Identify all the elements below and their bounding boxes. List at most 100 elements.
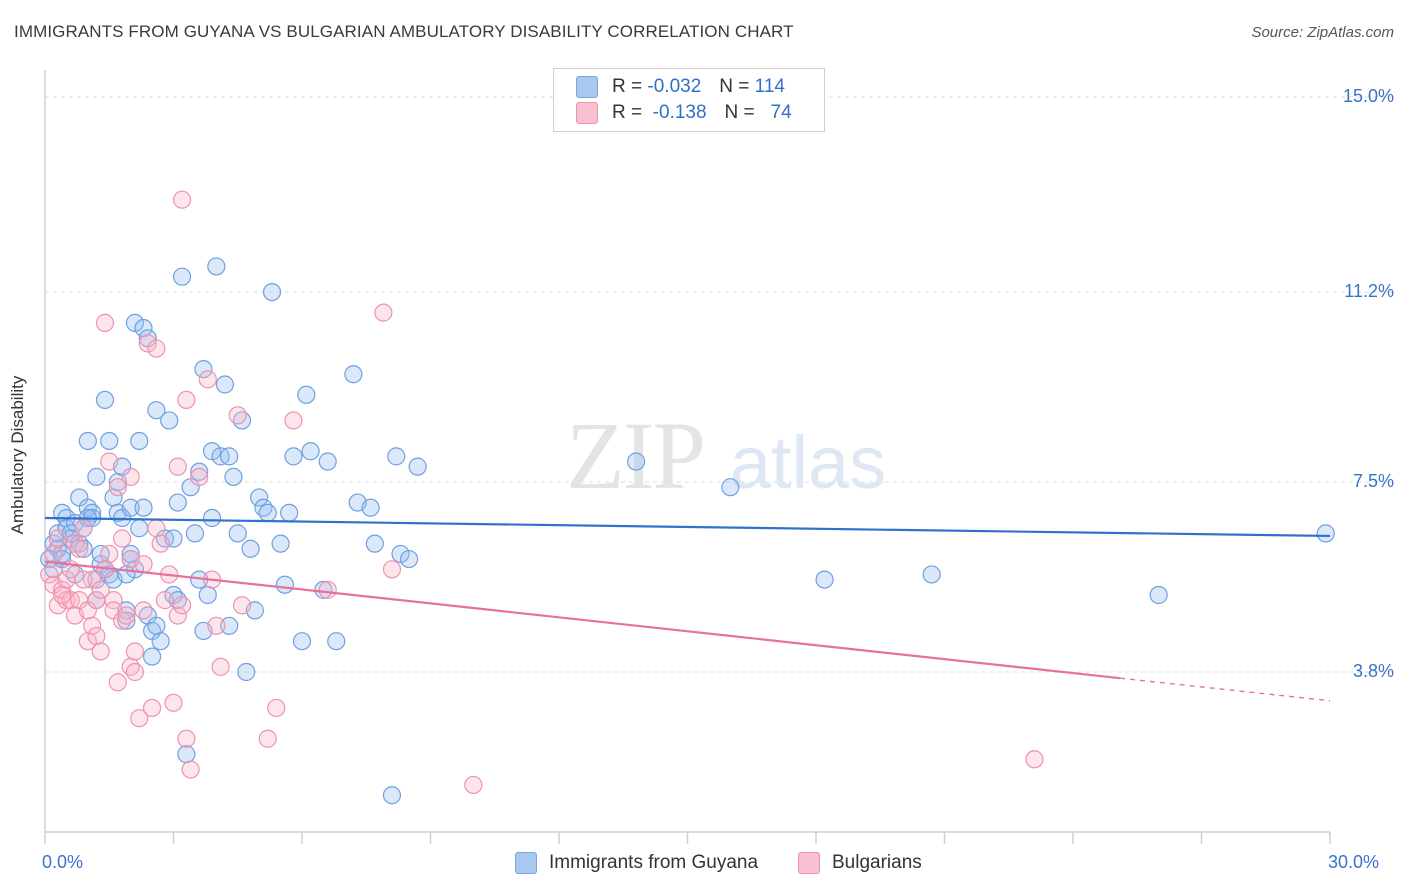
point-guyana xyxy=(125,313,145,332)
point-bulgarians xyxy=(198,370,217,389)
point-bulgarians xyxy=(108,478,127,497)
point-bulgarians xyxy=(151,534,170,553)
y-tick-label: 15.0% xyxy=(1342,86,1394,106)
point-bulgarians xyxy=(95,313,115,332)
point-bulgarians xyxy=(147,519,166,538)
point-guyana xyxy=(327,632,346,651)
legend-r-label: R = xyxy=(612,76,643,97)
point-bulgarians xyxy=(108,673,127,692)
point-guyana xyxy=(202,508,222,528)
y-tick-label: 3.8% xyxy=(1352,661,1394,681)
point-guyana xyxy=(117,611,136,630)
point-guyana xyxy=(215,375,234,394)
point-guyana xyxy=(168,493,187,512)
point-bulgarians xyxy=(228,406,247,425)
axes xyxy=(44,70,1331,844)
point-guyana xyxy=(241,539,260,558)
x-tick-label: 0.0% xyxy=(42,852,84,872)
point-guyana xyxy=(130,431,149,451)
point-guyana xyxy=(292,632,312,651)
data-points xyxy=(40,190,1335,805)
point-bulgarians xyxy=(100,544,119,564)
point-guyana xyxy=(207,257,226,276)
x-tick-label: 30.0% xyxy=(1328,852,1380,872)
point-bulgarians xyxy=(190,467,209,487)
point-bulgarians xyxy=(112,529,132,548)
point-guyana xyxy=(198,585,217,605)
point-guyana xyxy=(408,457,427,476)
point-bulgarians xyxy=(53,585,72,605)
point-guyana xyxy=(177,745,196,764)
point-bulgarians xyxy=(168,457,187,476)
source-credit: Source: ZipAtlas.com xyxy=(1251,24,1394,41)
point-bulgarians xyxy=(181,760,200,779)
point-guyana xyxy=(121,498,140,517)
series-label-bulgarians: Bulgarians xyxy=(832,852,922,873)
point-bulgarians xyxy=(70,539,89,558)
point-guyana xyxy=(344,365,363,384)
point-guyana xyxy=(78,431,97,451)
point-bulgarians xyxy=(207,616,226,635)
point-guyana xyxy=(301,442,320,461)
point-guyana xyxy=(220,447,239,466)
watermark-atlas: atlas xyxy=(730,421,886,504)
point-bulgarians xyxy=(74,570,93,589)
point-bulgarians xyxy=(125,642,145,661)
point-guyana xyxy=(95,390,115,410)
point-guyana xyxy=(220,616,239,635)
point-guyana xyxy=(275,575,294,594)
point-guyana xyxy=(130,519,149,538)
point-bulgarians xyxy=(211,657,230,676)
point-guyana xyxy=(626,452,646,471)
point-bulgarians xyxy=(48,529,67,548)
point-bulgarians xyxy=(138,334,157,353)
stats-legend: R = -0.032 N = 114 R = -0.138 N = 74 xyxy=(553,68,825,132)
point-guyana xyxy=(271,534,290,553)
point-guyana xyxy=(151,632,170,651)
series-legend-guyana: Immigrants from Guyana xyxy=(515,852,758,874)
point-guyana xyxy=(237,662,256,682)
point-bulgarians xyxy=(172,190,192,209)
point-guyana xyxy=(387,447,406,466)
point-bulgarians xyxy=(284,411,303,430)
series-swatch-guyana xyxy=(515,852,537,874)
legend-row-guyana: R = -0.032 N = 114 xyxy=(576,75,785,99)
point-guyana xyxy=(172,267,192,286)
series-legend: Immigrants from Guyana Bulgarians xyxy=(0,852,1406,876)
point-guyana xyxy=(1316,524,1335,543)
point-bulgarians xyxy=(147,339,166,358)
point-bulgarians xyxy=(258,729,277,748)
point-bulgarians xyxy=(104,591,123,610)
point-guyana xyxy=(74,539,93,558)
watermark: ZIP atlas xyxy=(566,402,886,509)
point-bulgarians xyxy=(83,616,102,635)
point-guyana xyxy=(202,442,222,461)
point-guyana xyxy=(297,385,316,404)
point-guyana xyxy=(228,524,247,543)
point-bulgarians xyxy=(155,591,175,610)
point-guyana xyxy=(815,570,834,589)
grid-lines xyxy=(45,96,1392,673)
point-bulgarians xyxy=(117,606,136,625)
point-guyana xyxy=(399,549,419,569)
point-bulgarians xyxy=(87,626,106,646)
point-guyana xyxy=(721,478,740,497)
point-guyana xyxy=(1149,585,1168,605)
trend-lines xyxy=(44,516,1331,702)
legend-n-value: 74 xyxy=(770,102,792,123)
point-bulgarians xyxy=(164,693,183,712)
point-guyana xyxy=(280,503,299,522)
legend-n-label: N = xyxy=(719,76,750,97)
point-bulgarians xyxy=(121,467,140,487)
trend-line-bulgarians xyxy=(44,560,1121,680)
series-label-guyana: Immigrants from Guyana xyxy=(549,852,759,873)
point-bulgarians xyxy=(382,560,402,579)
legend-swatch-bulgarians xyxy=(576,102,598,124)
point-guyana xyxy=(147,616,166,635)
series-legend-bulgarians: Bulgarians xyxy=(798,852,922,874)
point-guyana xyxy=(922,565,941,584)
point-guyana xyxy=(361,498,380,517)
legend-n-value: 114 xyxy=(754,76,785,97)
point-bulgarians xyxy=(40,565,59,584)
